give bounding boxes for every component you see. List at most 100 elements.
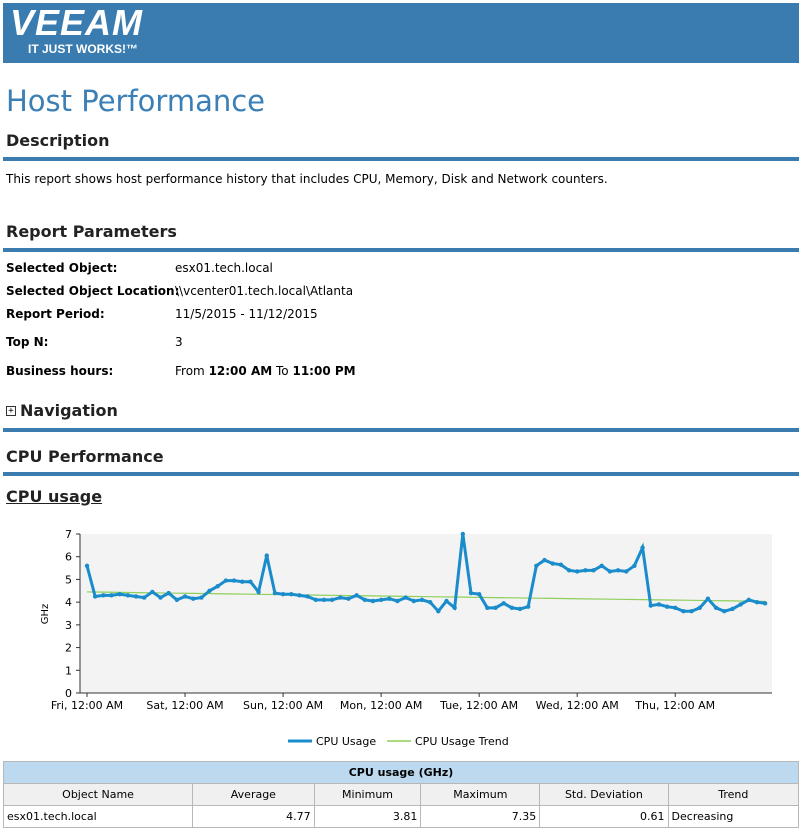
data-point — [501, 601, 506, 606]
data-point — [109, 593, 114, 598]
data-point — [656, 602, 662, 607]
data-point — [403, 595, 408, 600]
data-point — [215, 584, 220, 589]
column-header: Std. Deviation — [539, 783, 669, 806]
data-point — [689, 609, 694, 614]
y-tick-label: 4 — [65, 596, 72, 609]
y-axis-label: GHz — [40, 604, 51, 625]
logo: VEEAM — [10, 2, 144, 43]
data-point — [599, 563, 604, 568]
data-point — [615, 568, 621, 573]
data-point — [231, 578, 237, 583]
data-point — [354, 593, 359, 598]
table-title: CPU usage (GHz) — [3, 761, 799, 784]
param-value: \\vcenter01.tech.local\Atlanta — [175, 284, 354, 298]
data-point — [141, 595, 147, 600]
data-point — [730, 606, 735, 612]
data-point — [640, 545, 645, 550]
chart: 0 1 2 3 4 5 6 7 GHz Fri, 12:00 AM Sat, 12:00 AM Sun… — [40, 528, 772, 748]
data-point — [223, 578, 229, 583]
data-point — [387, 596, 392, 601]
data-point — [411, 598, 416, 604]
column-header: Average — [192, 783, 315, 806]
x-tick-label: Tue, 12:00 AM — [439, 699, 518, 712]
data-point — [722, 609, 727, 614]
data-point — [166, 590, 171, 596]
expand-icon[interactable]: + — [6, 406, 16, 416]
data-point — [182, 594, 188, 599]
data-point — [460, 531, 466, 537]
section-rule — [3, 248, 799, 252]
data-point — [305, 594, 310, 599]
data-point — [738, 602, 743, 607]
data-point — [158, 595, 163, 600]
text: 11:00 PM — [292, 364, 356, 378]
param-value: 11/5/2015 - 11/12/2015 — [175, 307, 318, 321]
chart-heading: CPU usage — [6, 487, 103, 506]
param-value: esx01.tech.local — [175, 261, 273, 275]
table-cell: 7.35 — [420, 805, 541, 828]
x-tick-label: Thu, 12:00 AM — [634, 699, 715, 712]
data-point — [713, 605, 719, 611]
section-rule — [3, 157, 799, 161]
data-point — [664, 604, 670, 609]
data-point — [248, 579, 253, 584]
data-point — [313, 597, 318, 603]
header-bar — [3, 3, 799, 63]
navigation-toggle[interactable]: Navigation — [20, 401, 118, 420]
param-label: Selected Object Location: — [6, 284, 180, 298]
param-value: From 12:00 AM To 11:00 PM — [175, 364, 356, 378]
column-header: Minimum — [313, 783, 422, 806]
data-point — [754, 599, 760, 605]
data-point — [607, 569, 613, 574]
data-point — [199, 595, 204, 600]
param-label: Business hours: — [6, 364, 114, 378]
data-point — [485, 605, 490, 611]
data-point — [321, 597, 327, 603]
data-point — [705, 596, 711, 601]
data-point — [591, 568, 596, 573]
param-value: 3 — [175, 335, 183, 349]
data-point — [427, 599, 433, 605]
page-title: Host Performance — [6, 84, 266, 118]
y-tick-label: 1 — [65, 664, 72, 677]
data-point — [681, 609, 686, 614]
param-label: Top N: — [6, 335, 49, 349]
data-point — [378, 597, 384, 603]
x-tick-label: Sun, 12:00 AM — [243, 699, 323, 712]
table-cell: 3.81 — [313, 805, 422, 828]
table-cell: Decreasing — [667, 805, 800, 828]
data-point — [476, 591, 482, 597]
data-point — [133, 594, 139, 599]
data-point — [566, 568, 572, 573]
data-point — [362, 597, 367, 603]
y-tick-label: 5 — [65, 573, 72, 586]
data-point — [338, 595, 343, 600]
stats-table: CPU usage (GHz) Object Name Average Minimu… — [2, 761, 800, 828]
section-heading: CPU Performance — [6, 447, 164, 466]
data-point — [444, 598, 449, 604]
table-cell: 0.61 — [539, 805, 669, 828]
data-point — [468, 590, 474, 596]
data-point — [583, 568, 588, 573]
data-point — [346, 596, 351, 601]
x-tick-label: Wed, 12:00 AM — [536, 699, 619, 712]
data-point — [517, 606, 523, 612]
y-tick-label: 6 — [65, 551, 72, 564]
data-point — [256, 589, 261, 595]
data-point — [632, 563, 637, 568]
data-point — [436, 609, 441, 614]
x-tick-label: Sat, 12:00 AM — [146, 699, 223, 712]
data-point — [207, 588, 212, 593]
x-tick-label: Fri, 12:00 AM — [51, 699, 123, 712]
section-heading: Description — [6, 131, 110, 150]
column-header: Trend — [667, 783, 800, 806]
data-point — [746, 597, 751, 603]
data-point — [452, 605, 457, 611]
data-point — [525, 604, 531, 609]
data-point — [534, 563, 539, 568]
data-point — [84, 563, 90, 568]
data-point — [395, 598, 400, 604]
text: From — [175, 364, 205, 378]
